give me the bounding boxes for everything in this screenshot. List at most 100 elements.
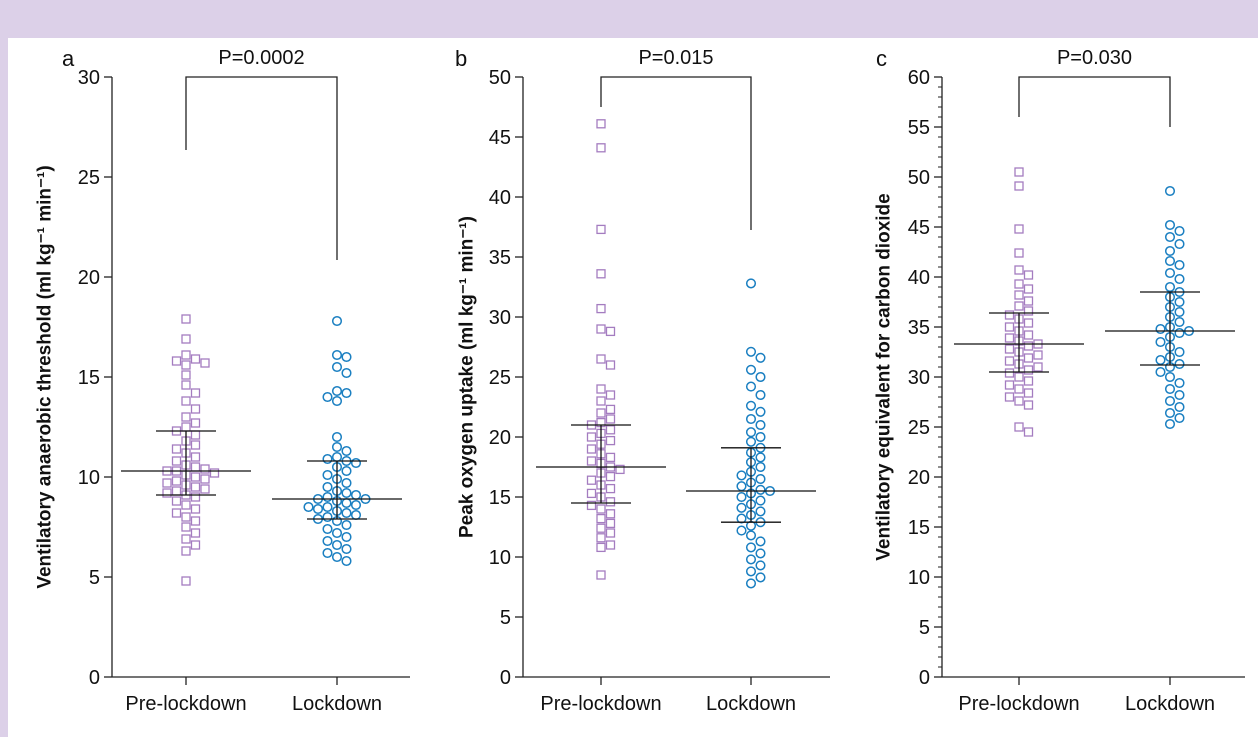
data-point [1164, 245, 1176, 257]
data-point [755, 431, 766, 443]
data-point [1014, 279, 1024, 289]
data-point [605, 452, 616, 463]
data-point [1004, 344, 1015, 354]
data-point [745, 364, 757, 375]
data-point [755, 484, 766, 495]
data-point [745, 413, 757, 425]
data-point [171, 476, 182, 486]
data-point [171, 496, 182, 506]
data-point [1174, 412, 1185, 424]
y-tick-label: 20 [489, 427, 511, 449]
data-point [1174, 273, 1185, 285]
data-point [322, 523, 333, 535]
data-point [1004, 333, 1015, 343]
y-tick-label: 15 [908, 517, 930, 539]
data-point [586, 456, 597, 466]
data-point [331, 451, 343, 463]
data-point [596, 354, 606, 364]
data-point [181, 314, 191, 324]
data-point [736, 513, 747, 524]
data-point [605, 414, 616, 424]
data-point [181, 522, 191, 532]
data-point [190, 388, 201, 398]
data-point [1174, 327, 1185, 339]
data-point [596, 408, 606, 418]
significance-bracket [185, 76, 338, 260]
data-point [190, 472, 201, 482]
panel-label: b [455, 46, 467, 71]
data-point [755, 389, 766, 401]
y-tick-label: 30 [489, 307, 511, 329]
data-point [1014, 384, 1024, 394]
data-point [1014, 290, 1024, 300]
data-point [586, 444, 597, 454]
data-point [1155, 336, 1166, 348]
data-point [350, 489, 362, 501]
y-tick-label: 30 [908, 367, 930, 389]
data-point [1014, 181, 1024, 191]
y-tick-label: 30 [78, 67, 100, 89]
y-tick-label: 45 [908, 217, 930, 239]
data-point [596, 143, 606, 153]
x-tick-label: Pre-lockdown [540, 693, 661, 715]
y-tick-label: 25 [908, 417, 930, 439]
data-point [322, 453, 333, 465]
data-point [1033, 350, 1043, 360]
data-point [1164, 407, 1176, 419]
panel-label: a [62, 46, 75, 71]
data-point [596, 533, 606, 543]
data-point [200, 474, 210, 484]
data-point [755, 473, 766, 485]
data-point [1004, 356, 1015, 366]
y-tick-label: 5 [500, 607, 511, 629]
left-band [0, 0, 8, 737]
data-point [341, 477, 352, 489]
data-point [181, 500, 191, 510]
data-point [322, 511, 333, 523]
data-point [605, 497, 616, 507]
data-point [1164, 395, 1176, 407]
data-point [745, 554, 757, 565]
data-point [181, 370, 191, 380]
data-point [1014, 167, 1024, 177]
data-point [190, 452, 201, 462]
data-point [1014, 396, 1024, 406]
data-point [171, 444, 182, 454]
data-point [605, 509, 616, 519]
data-point [596, 119, 606, 129]
data-point [1023, 376, 1034, 386]
data-point [331, 551, 343, 563]
data-point [1023, 341, 1034, 351]
y-axis-label: Peak oxygen uptake (ml kg⁻¹ min⁻¹) [457, 216, 478, 538]
y-tick-label: 60 [908, 67, 930, 89]
data-point [162, 488, 172, 498]
data-point [745, 278, 757, 289]
data-point [1174, 296, 1185, 308]
data-point [615, 464, 625, 475]
x-tick-label: Lockdown [292, 693, 382, 715]
data-point [1014, 248, 1024, 258]
data-point [1155, 323, 1166, 335]
y-tick-label: 55 [908, 117, 930, 139]
significance-bracket [600, 76, 752, 230]
data-point [596, 303, 606, 314]
data-point [190, 516, 201, 526]
data-point [755, 461, 766, 473]
data-point [605, 390, 616, 400]
data-point [1164, 281, 1176, 293]
data-point [745, 542, 757, 553]
data-point [181, 534, 191, 544]
data-point [1004, 310, 1015, 320]
data-point [209, 468, 220, 478]
data-point [341, 507, 352, 519]
data-point [181, 412, 191, 422]
data-point [331, 441, 343, 453]
data-point [755, 406, 766, 417]
x-tick-label: Pre-lockdown [125, 693, 246, 715]
data-point [596, 269, 606, 279]
data-point [1023, 427, 1034, 437]
data-point [1164, 267, 1176, 279]
data-point [745, 381, 757, 392]
data-point [596, 504, 606, 514]
data-point [596, 513, 606, 524]
